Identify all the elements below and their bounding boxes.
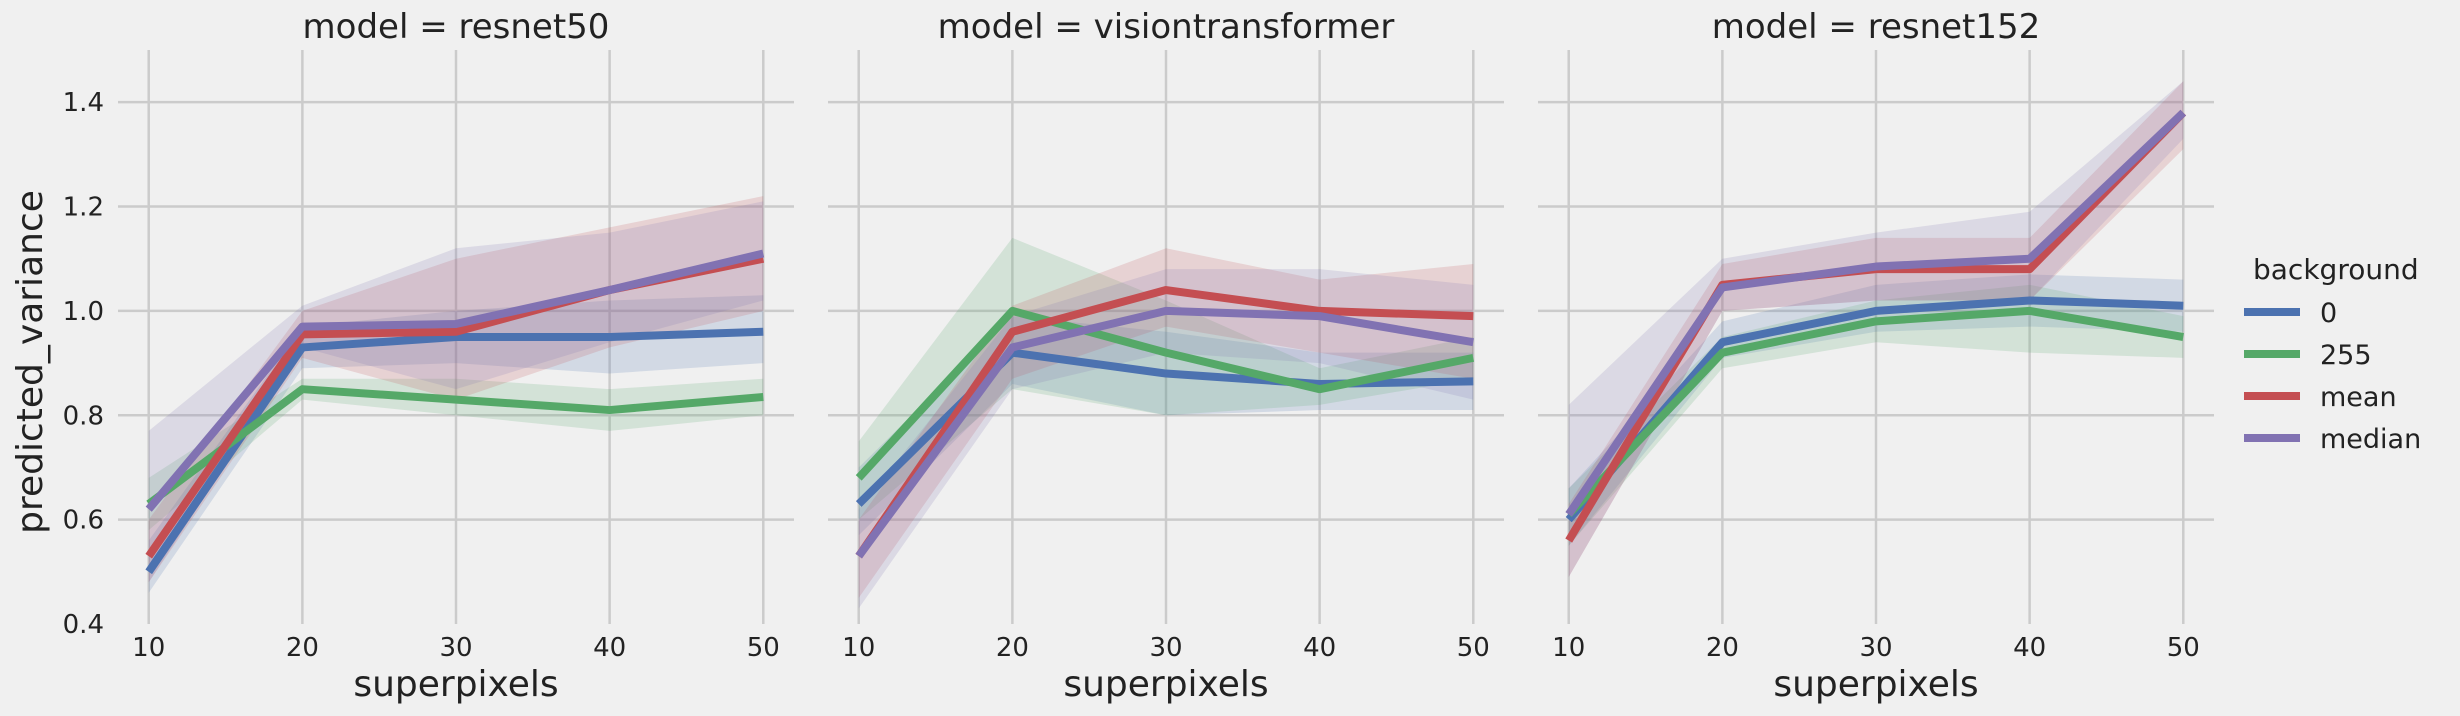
series-line-median bbox=[855, 306, 1474, 559]
y-tick-label: 0.8 bbox=[63, 401, 104, 431]
x-tick-label: 10 bbox=[842, 633, 875, 663]
x-axis-label: superpixels bbox=[1063, 664, 1268, 705]
legend-title: background bbox=[2253, 253, 2419, 286]
legend-label: 0 bbox=[2320, 298, 2337, 329]
panel-1: 10 20 30 40 50 0.4 0.6 0.8 1.0 1.2 1.4 model = resn… bbox=[63, 7, 794, 705]
x-tick-label: 50 bbox=[1457, 633, 1490, 663]
x-tick-label: 40 bbox=[593, 633, 626, 663]
legend: background 0 255 mean median bbox=[2244, 253, 2421, 455]
series-line-0 bbox=[145, 327, 764, 575]
x-tick-label: 40 bbox=[2013, 633, 2046, 663]
x-tick-label: 20 bbox=[996, 633, 1029, 663]
x-axis-label: superpixels bbox=[353, 664, 558, 705]
panel-title: model = visiontransformer bbox=[938, 7, 1395, 47]
y-tick-label: 1.2 bbox=[63, 193, 104, 223]
panel-2: 10 20 30 40 50 model = visiontransformer super… bbox=[828, 7, 1504, 705]
x-axis-label: superpixels bbox=[1773, 664, 1978, 705]
y-tick-label: 0.4 bbox=[63, 610, 104, 640]
y-axis-label: predicted_variance bbox=[10, 190, 51, 534]
x-tick-label: 20 bbox=[286, 633, 319, 663]
series-line-255 bbox=[1565, 306, 2184, 518]
y-tick-label: 1.4 bbox=[63, 88, 104, 118]
x-tick-label: 40 bbox=[1303, 633, 1336, 663]
series-line-255 bbox=[855, 306, 1475, 481]
panel-title: model = resnet50 bbox=[303, 7, 610, 47]
y-tick-label: 0.6 bbox=[63, 506, 104, 536]
grid bbox=[118, 50, 794, 624]
panel-title: model = resnet152 bbox=[1712, 7, 2041, 47]
legend-item-0: 0 bbox=[2244, 298, 2337, 329]
ci-band-0 bbox=[148, 295, 764, 593]
series-line-mean bbox=[855, 286, 1474, 559]
x-tick-label: 30 bbox=[1149, 633, 1182, 663]
x-tick-label: 50 bbox=[747, 633, 780, 663]
series-line-median bbox=[145, 249, 765, 512]
legend-label: 255 bbox=[2320, 340, 2372, 371]
legend-item-mean: mean bbox=[2244, 382, 2397, 413]
series-line-median bbox=[1565, 109, 2187, 517]
x-tick-label: 20 bbox=[1706, 633, 1739, 663]
x-tick-label: 10 bbox=[132, 633, 165, 663]
x-tick-label: 10 bbox=[1552, 633, 1585, 663]
x-tick-label: 50 bbox=[2167, 633, 2200, 663]
legend-label: mean bbox=[2320, 382, 2397, 413]
legend-item-median: median bbox=[2244, 424, 2421, 455]
legend-label: median bbox=[2320, 424, 2421, 455]
ci-band-255 bbox=[148, 378, 764, 531]
x-tick-label: 30 bbox=[439, 633, 472, 663]
ci-band-median bbox=[148, 201, 764, 583]
legend-item-255: 255 bbox=[2244, 340, 2372, 371]
panels: 10 20 30 40 50 0.4 0.6 0.8 1.0 1.2 1.4 model = resn… bbox=[63, 7, 2214, 705]
y-tick-label: 1.0 bbox=[63, 297, 104, 327]
series-line-255 bbox=[146, 385, 764, 508]
panel-3: 10 20 30 40 50 model = resnet152 superpixels bbox=[1538, 7, 2214, 705]
x-tick-label: 30 bbox=[1859, 633, 1892, 663]
ci-band-0 bbox=[858, 316, 1474, 536]
